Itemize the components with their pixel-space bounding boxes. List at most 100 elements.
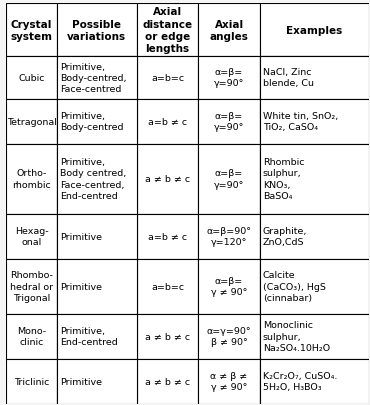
Bar bbox=[6, 314, 57, 359]
Bar bbox=[260, 359, 369, 404]
Bar bbox=[198, 314, 260, 359]
Bar bbox=[137, 259, 198, 314]
Bar bbox=[198, 57, 260, 99]
Text: a ≠ b ≠ c: a ≠ b ≠ c bbox=[145, 175, 190, 183]
Text: a ≠ b ≠ c: a ≠ b ≠ c bbox=[145, 377, 190, 386]
Text: α=β=
γ=90°: α=β= γ=90° bbox=[214, 68, 244, 88]
Text: Crystal
system: Crystal system bbox=[11, 19, 53, 42]
Text: Primitive,
Body-centred,
Face-centred: Primitive, Body-centred, Face-centred bbox=[61, 62, 127, 94]
Text: Primitive,
End-centred: Primitive, End-centred bbox=[60, 326, 118, 346]
Bar bbox=[57, 359, 137, 404]
Bar bbox=[57, 144, 137, 214]
Text: Primitive,
Body-centred: Primitive, Body-centred bbox=[61, 112, 124, 132]
Bar bbox=[57, 57, 137, 99]
Bar bbox=[260, 144, 369, 214]
Bar bbox=[260, 57, 369, 99]
Bar bbox=[198, 99, 260, 144]
Bar bbox=[6, 99, 57, 144]
Text: a=b=c: a=b=c bbox=[151, 74, 184, 83]
Bar bbox=[57, 144, 137, 214]
Bar bbox=[57, 259, 137, 314]
Bar bbox=[198, 144, 260, 214]
Bar bbox=[57, 259, 137, 314]
Text: Calcite
(CaCO₃), HgS
(cinnabar): Calcite (CaCO₃), HgS (cinnabar) bbox=[283, 271, 346, 302]
Bar bbox=[6, 57, 57, 99]
Bar bbox=[57, 214, 137, 259]
Text: Monoclinic
sulphur,
Na₂SO₄.10H₂O: Monoclinic sulphur, Na₂SO₄.10H₂O bbox=[263, 321, 330, 352]
Bar bbox=[137, 359, 198, 404]
Bar bbox=[137, 214, 198, 259]
Bar bbox=[57, 359, 137, 404]
Text: K₂Cr₂O₇, CuSO₄.
5H₂O, H₃BO₃: K₂Cr₂O₇, CuSO₄. 5H₂O, H₃BO₃ bbox=[263, 371, 337, 391]
Bar bbox=[260, 99, 369, 144]
Text: Rhombic
sulphur,
KNO₃,
BaSO₄: Rhombic sulphur, KNO₃, BaSO₄ bbox=[293, 158, 335, 200]
Text: α=β=
γ ≠ 90°: α=β= γ ≠ 90° bbox=[211, 276, 247, 296]
Bar bbox=[137, 4, 198, 57]
Bar bbox=[137, 314, 198, 359]
Text: Examples: Examples bbox=[286, 26, 342, 36]
Bar bbox=[198, 4, 260, 57]
Text: a=b=c: a=b=c bbox=[151, 282, 184, 291]
Text: Rhombo-
hedral or
Trigonal: Rhombo- hedral or Trigonal bbox=[10, 271, 53, 302]
Text: Ortho-
rhombic: Ortho- rhombic bbox=[12, 169, 51, 189]
Bar bbox=[260, 259, 369, 314]
Text: Axial
distance
or edge
lengths: Axial distance or edge lengths bbox=[142, 7, 192, 54]
Bar bbox=[260, 144, 369, 214]
Text: White tin, SnO₂,
TiO₂, CaSO₄: White tin, SnO₂, TiO₂, CaSO₄ bbox=[263, 112, 338, 132]
Text: a=b ≠ c: a=b ≠ c bbox=[148, 232, 187, 241]
Text: Graphite,
ZnO,CdS: Graphite, ZnO,CdS bbox=[263, 226, 307, 247]
Bar bbox=[260, 57, 369, 99]
Bar bbox=[57, 99, 137, 144]
Bar bbox=[260, 214, 369, 259]
Text: Primitive: Primitive bbox=[61, 232, 102, 241]
Text: Monoclinic
sulphur,
Na₂SO₄.10H₂O: Monoclinic sulphur, Na₂SO₄.10H₂O bbox=[281, 321, 348, 352]
Text: Primitive: Primitive bbox=[60, 282, 102, 291]
Bar bbox=[198, 359, 260, 404]
Bar bbox=[198, 259, 260, 314]
Bar bbox=[260, 99, 369, 144]
Text: α ≠ β ≠
γ ≠ 90°: α ≠ β ≠ γ ≠ 90° bbox=[211, 371, 248, 391]
Bar bbox=[260, 259, 369, 314]
Bar bbox=[260, 314, 369, 359]
Bar bbox=[57, 57, 137, 99]
Bar bbox=[260, 214, 369, 259]
Bar bbox=[57, 4, 137, 57]
Text: Primitive,
Body centred,
Face-centred,
End-centred: Primitive, Body centred, Face-centred, E… bbox=[60, 158, 126, 200]
Text: a ≠ b ≠ c: a ≠ b ≠ c bbox=[145, 332, 190, 341]
Text: α=β=90°
γ=120°: α=β=90° γ=120° bbox=[206, 226, 252, 247]
Text: Mono-
clinic: Mono- clinic bbox=[17, 326, 46, 346]
Bar bbox=[137, 144, 198, 214]
Text: NaCl, Zinc
blende, Cu: NaCl, Zinc blende, Cu bbox=[263, 68, 314, 88]
Text: Tetragonal: Tetragonal bbox=[7, 117, 57, 126]
Bar bbox=[198, 214, 260, 259]
Bar bbox=[260, 314, 369, 359]
Bar bbox=[6, 4, 57, 57]
Bar bbox=[137, 57, 198, 99]
Text: Calcite
(CaCO₃), HgS
(cinnabar): Calcite (CaCO₃), HgS (cinnabar) bbox=[263, 271, 326, 302]
Bar bbox=[57, 99, 137, 144]
Text: Graphite,
ZnO,CdS: Graphite, ZnO,CdS bbox=[292, 226, 336, 247]
Text: Primitive,
Body centred,
Face-centred,
End-centred: Primitive, Body centred, Face-centred, E… bbox=[61, 158, 127, 200]
Text: Possible
variations: Possible variations bbox=[67, 19, 127, 42]
Bar bbox=[57, 314, 137, 359]
Bar bbox=[57, 314, 137, 359]
Text: K₂Cr₂O₇, CuSO₄.
5H₂O, H₃BO₃: K₂Cr₂O₇, CuSO₄. 5H₂O, H₃BO₃ bbox=[277, 371, 352, 391]
Text: Primitive: Primitive bbox=[61, 282, 102, 291]
Text: Primitive: Primitive bbox=[61, 377, 102, 386]
Text: NaCl, Zinc
blende, Cu: NaCl, Zinc blende, Cu bbox=[289, 68, 340, 88]
Text: Primitive,
End-centred: Primitive, End-centred bbox=[61, 326, 118, 346]
Text: Triclinic: Triclinic bbox=[14, 377, 49, 386]
Text: a=b ≠ c: a=b ≠ c bbox=[148, 117, 187, 126]
Text: α=β=
γ=90°: α=β= γ=90° bbox=[214, 112, 244, 132]
Text: Primitive,
Body-centred,
Face-centred: Primitive, Body-centred, Face-centred bbox=[60, 62, 127, 94]
Bar bbox=[57, 214, 137, 259]
Text: Primitive: Primitive bbox=[60, 232, 102, 241]
Bar bbox=[260, 359, 369, 404]
Text: α=β=
γ=90°: α=β= γ=90° bbox=[214, 169, 244, 189]
Text: White tin, SnO₂,
TiO₂, CaSO₄: White tin, SnO₂, TiO₂, CaSO₄ bbox=[277, 112, 352, 132]
Text: α=γ=90°
β ≠ 90°: α=γ=90° β ≠ 90° bbox=[207, 326, 252, 346]
Text: Cubic: Cubic bbox=[18, 74, 45, 83]
Bar bbox=[137, 99, 198, 144]
Text: Axial
angles: Axial angles bbox=[210, 19, 249, 42]
Text: Hexag-
onal: Hexag- onal bbox=[15, 226, 48, 247]
